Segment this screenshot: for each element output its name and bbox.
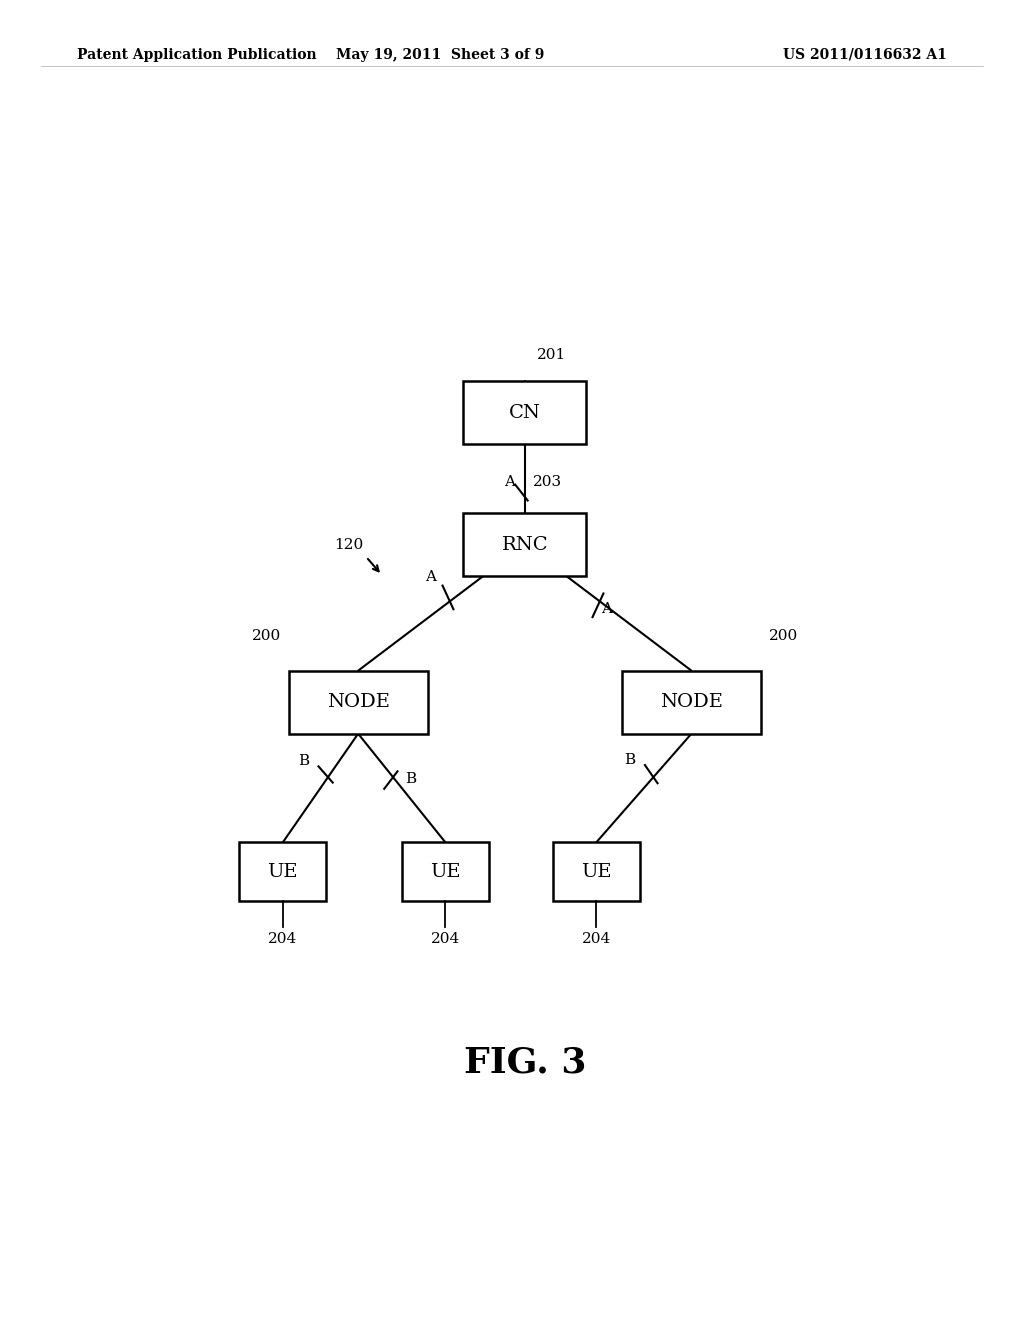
Text: UE: UE [267, 863, 298, 880]
Bar [553, 842, 640, 902]
Text: Patent Application Publication: Patent Application Publication [77, 48, 316, 62]
Text: B: B [299, 754, 310, 768]
Text: B: B [625, 752, 635, 767]
Text: UE: UE [430, 863, 461, 880]
Bar [289, 671, 428, 734]
Bar [463, 381, 587, 444]
Text: 204: 204 [582, 932, 611, 946]
Text: A: A [601, 602, 612, 616]
Text: 203: 203 [532, 475, 562, 488]
Text: B: B [406, 772, 417, 787]
Text: 204: 204 [268, 932, 297, 946]
Text: 201: 201 [537, 347, 566, 362]
Text: A: A [504, 475, 515, 488]
Text: NODE: NODE [327, 693, 389, 711]
Text: CN: CN [509, 404, 541, 421]
Text: 200: 200 [769, 630, 798, 643]
Text: UE: UE [581, 863, 611, 880]
Bar [240, 842, 327, 902]
Text: 120: 120 [334, 537, 364, 552]
Text: May 19, 2011  Sheet 3 of 9: May 19, 2011 Sheet 3 of 9 [336, 48, 545, 62]
Bar [401, 842, 489, 902]
Text: A: A [425, 570, 436, 585]
Text: RNC: RNC [502, 536, 548, 553]
Text: NODE: NODE [660, 693, 723, 711]
Text: US 2011/0116632 A1: US 2011/0116632 A1 [783, 48, 947, 62]
Text: 204: 204 [431, 932, 460, 946]
Text: FIG. 3: FIG. 3 [464, 1045, 586, 1080]
Bar [463, 513, 587, 576]
Bar [622, 671, 761, 734]
Text: 200: 200 [252, 630, 281, 643]
